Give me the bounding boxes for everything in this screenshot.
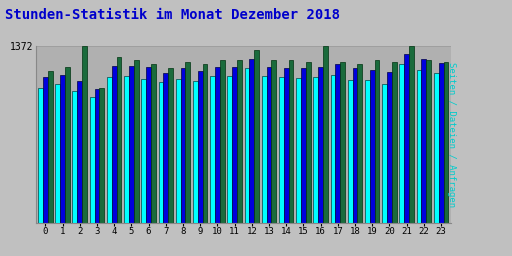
Bar (421, 59, 426, 223)
Bar (289, 60, 293, 223)
Bar (331, 75, 335, 223)
Bar (318, 67, 323, 223)
Bar (249, 59, 254, 223)
Bar (271, 60, 276, 223)
Bar (232, 67, 237, 223)
Bar (254, 50, 259, 223)
Bar (124, 76, 129, 223)
Bar (117, 57, 121, 223)
Bar (129, 66, 134, 223)
Bar (284, 68, 289, 223)
Bar (382, 84, 387, 223)
Bar (43, 77, 48, 223)
Bar (439, 63, 443, 223)
Bar (168, 68, 173, 223)
Bar (262, 76, 267, 223)
Bar (348, 80, 353, 223)
Bar (55, 84, 60, 223)
Bar (159, 82, 163, 223)
Bar (134, 60, 139, 223)
Bar (365, 80, 370, 223)
Bar (95, 89, 99, 223)
Bar (210, 76, 215, 223)
Bar (82, 46, 87, 223)
Bar (375, 60, 379, 223)
Bar (65, 67, 70, 223)
Bar (185, 62, 190, 223)
Bar (340, 62, 345, 223)
Bar (112, 66, 117, 223)
Bar (73, 91, 77, 223)
Bar (198, 71, 203, 223)
Bar (353, 68, 357, 223)
Bar (38, 88, 43, 223)
Bar (245, 68, 249, 223)
Bar (323, 46, 328, 223)
Bar (146, 67, 151, 223)
Bar (426, 60, 431, 223)
Bar (443, 62, 449, 223)
Bar (399, 64, 404, 223)
Bar (409, 46, 414, 223)
Bar (357, 64, 362, 223)
Bar (107, 77, 112, 223)
Bar (220, 60, 225, 223)
Bar (387, 72, 392, 223)
Bar (215, 67, 220, 223)
Bar (181, 68, 185, 223)
Bar (434, 73, 439, 223)
Bar (60, 75, 65, 223)
Bar (267, 67, 271, 223)
Bar (335, 64, 340, 223)
Bar (193, 81, 198, 223)
Bar (301, 68, 306, 223)
Bar (279, 77, 284, 223)
Bar (296, 78, 301, 223)
Bar (48, 71, 53, 223)
Bar (203, 64, 207, 223)
Bar (313, 77, 318, 223)
Bar (77, 81, 82, 223)
Bar (151, 64, 156, 223)
Bar (141, 79, 146, 223)
Bar (227, 76, 232, 223)
Bar (237, 60, 242, 223)
Bar (404, 54, 409, 223)
Bar (99, 88, 104, 223)
Bar (176, 79, 181, 223)
Bar (163, 73, 168, 223)
Bar (417, 70, 421, 223)
Bar (306, 62, 311, 223)
Bar (90, 97, 95, 223)
Bar (370, 70, 375, 223)
Text: Stunden-Statistik im Monat Dezember 2018: Stunden-Statistik im Monat Dezember 2018 (5, 8, 340, 22)
Bar (392, 62, 397, 223)
Y-axis label: Seiten / Dateien / Anfragen: Seiten / Dateien / Anfragen (447, 62, 456, 207)
